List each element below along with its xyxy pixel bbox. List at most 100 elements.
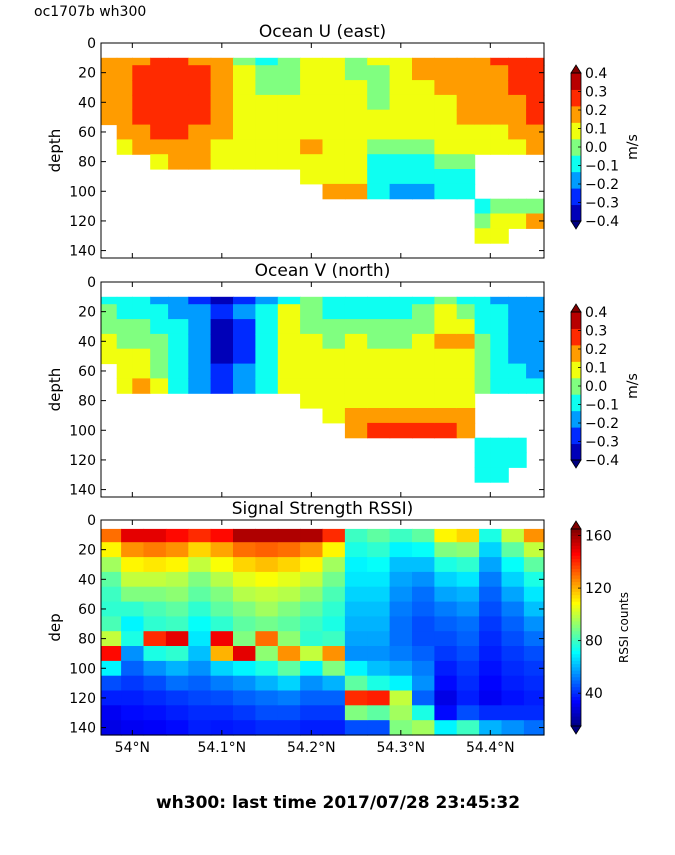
data-cell bbox=[277, 542, 301, 558]
data-cell bbox=[233, 348, 256, 365]
colorbar-tick-label: 0.3 bbox=[585, 85, 607, 101]
data-cell bbox=[210, 319, 234, 335]
data-cell bbox=[168, 80, 189, 96]
colorbar-segment bbox=[571, 204, 581, 222]
data-cell bbox=[389, 542, 413, 558]
data-cell bbox=[389, 422, 413, 439]
axes-frame bbox=[100, 519, 545, 736]
data-cell bbox=[277, 690, 301, 706]
data-cell bbox=[322, 720, 346, 736]
data-cell bbox=[490, 65, 509, 81]
data-cell bbox=[143, 720, 167, 736]
data-cell bbox=[255, 57, 279, 66]
data-cell bbox=[210, 109, 234, 126]
data-cell bbox=[526, 94, 545, 111]
data-cell bbox=[233, 601, 256, 617]
y-tick-label: 140 bbox=[69, 483, 96, 499]
data-cell bbox=[456, 586, 480, 603]
data-cell bbox=[300, 363, 324, 379]
data-cell bbox=[367, 348, 391, 365]
data-cell bbox=[367, 65, 391, 81]
data-cell bbox=[188, 296, 212, 305]
data-cell bbox=[367, 333, 391, 350]
data-cell bbox=[490, 437, 509, 454]
colorbar-segment bbox=[571, 719, 581, 724]
data-cell bbox=[434, 57, 458, 66]
data-cell bbox=[474, 109, 491, 126]
y-tick-label: 80 bbox=[78, 155, 96, 171]
colorbar-segment bbox=[571, 689, 581, 694]
data-cell bbox=[322, 296, 346, 305]
data-cell bbox=[168, 109, 189, 126]
data-cell bbox=[322, 154, 346, 170]
data-cell bbox=[508, 348, 527, 365]
data-cell bbox=[344, 183, 368, 200]
data-cell bbox=[150, 80, 169, 96]
data-cell bbox=[255, 646, 279, 662]
data-cell bbox=[322, 94, 346, 111]
data-cell bbox=[456, 139, 476, 155]
data-cell bbox=[300, 705, 324, 721]
data-cell bbox=[255, 139, 279, 155]
data-cell bbox=[116, 109, 133, 126]
x-tick-label: 54.1°N bbox=[197, 740, 246, 756]
colorbar-segment bbox=[571, 686, 581, 691]
data-cell bbox=[101, 304, 118, 320]
data-cell bbox=[210, 646, 234, 662]
data-cell bbox=[523, 571, 545, 588]
data-cell bbox=[210, 571, 234, 588]
colorbar-segment bbox=[571, 538, 581, 543]
data-cell bbox=[165, 675, 189, 692]
data-cell bbox=[255, 80, 279, 96]
data-cell bbox=[490, 348, 509, 365]
data-cell bbox=[233, 586, 256, 603]
data-cell bbox=[501, 660, 525, 677]
data-cell bbox=[121, 720, 145, 736]
data-cell bbox=[255, 296, 279, 305]
data-cell bbox=[165, 705, 189, 721]
data-cell bbox=[474, 348, 491, 365]
data-cell bbox=[143, 660, 167, 677]
data-cell bbox=[367, 528, 391, 543]
data-cell bbox=[188, 304, 212, 320]
data-cell bbox=[233, 660, 256, 677]
data-cell bbox=[501, 616, 525, 632]
data-cell bbox=[277, 378, 301, 394]
data-cell bbox=[210, 94, 234, 111]
y-axis-label: depth bbox=[46, 368, 64, 412]
data-cell bbox=[434, 675, 458, 692]
colorbar-segment bbox=[571, 591, 581, 596]
data-cell bbox=[508, 94, 527, 111]
data-cell bbox=[474, 198, 491, 215]
data-cell bbox=[188, 557, 212, 573]
data-cell bbox=[322, 80, 346, 96]
data-cell bbox=[412, 378, 435, 394]
data-cell bbox=[101, 296, 118, 305]
data-cell bbox=[501, 542, 525, 558]
y-tick-label: 40 bbox=[78, 95, 96, 111]
data-cell bbox=[526, 213, 545, 229]
data-cell bbox=[322, 571, 346, 588]
data-cell bbox=[121, 571, 145, 588]
data-cell bbox=[456, 319, 476, 335]
data-cell bbox=[474, 94, 491, 111]
data-cell bbox=[132, 363, 151, 379]
data-cell bbox=[344, 690, 368, 706]
data-cell bbox=[344, 542, 368, 558]
data-cell bbox=[233, 139, 256, 155]
data-cell bbox=[479, 557, 503, 573]
colorbar-segment bbox=[571, 361, 581, 379]
data-cell bbox=[412, 601, 435, 617]
data-cell bbox=[116, 296, 133, 305]
y-tick-label: 100 bbox=[69, 184, 96, 200]
data-cell bbox=[523, 631, 545, 647]
data-cell bbox=[523, 528, 545, 543]
data-cell bbox=[233, 65, 256, 81]
data-cell bbox=[300, 616, 324, 632]
data-cell bbox=[132, 319, 151, 335]
data-cell bbox=[389, 348, 413, 365]
colorbar: 0.4 0.3 0.2 0.1 0.0 −0.1 −0.2 −0.3 −0.4 m/s bbox=[570, 303, 641, 469]
colorbar-segment bbox=[571, 584, 581, 589]
panel-title: Ocean U (east) bbox=[259, 22, 386, 42]
